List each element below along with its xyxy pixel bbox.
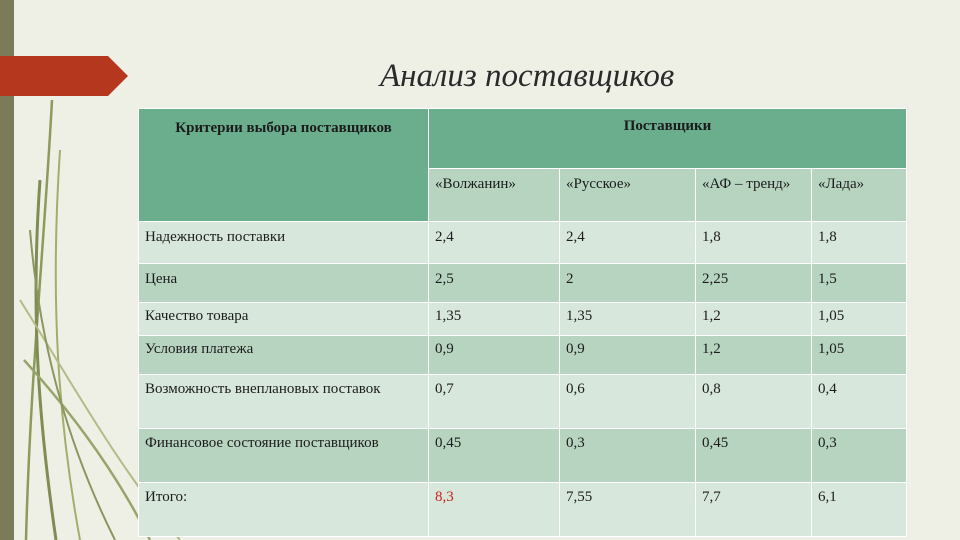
total-value: 6,1 [810, 482, 908, 537]
total-value: 7,7 [695, 482, 812, 537]
table-cell: 2 [559, 263, 696, 303]
criterion-label: Качество товара [138, 302, 429, 336]
table-cell: 1,05 [810, 335, 908, 375]
table-cell: 1,8 [810, 221, 908, 264]
table-row: Цена 2,5 2 2,25 1,5 [138, 263, 908, 303]
table-cell: 2,5 [428, 263, 560, 303]
table-cell: 2,4 [559, 221, 696, 264]
table-cell: 1,5 [810, 263, 908, 303]
table-cell: 1,35 [428, 302, 560, 336]
supplier-name: «Лада» [810, 167, 908, 223]
left-edge-strip [0, 0, 14, 540]
table-cell: 0,9 [428, 335, 560, 375]
criterion-label: Цена [138, 263, 429, 303]
table-row: Возможность внеплановых поставок 0,7 0,6… [138, 374, 908, 429]
table-cell: 1,2 [695, 302, 812, 336]
suppliers-header: Поставщики [427, 108, 908, 169]
supplier-name: «АФ – тренд» [695, 167, 812, 223]
criterion-label: Условия платежа [138, 335, 429, 375]
accent-arrow-shape [0, 56, 128, 96]
table-cell: 0,4 [810, 374, 908, 429]
criterion-label: Надежность поставки [138, 221, 429, 264]
supplier-name: «Волжанин» [428, 167, 560, 223]
total-label: Итого: [138, 482, 429, 537]
table-cell: 2,25 [695, 263, 812, 303]
supplier-name: «Русское» [559, 167, 696, 223]
total-row: Итого: 8,3 7,55 7,7 6,1 [138, 482, 908, 537]
criteria-header: Критерии выбора поставщиков [138, 108, 429, 222]
table-cell: 0,3 [810, 428, 908, 483]
table-row: Условия платежа 0,9 0,9 1,2 1,05 [138, 335, 908, 375]
table-cell: 0,8 [695, 374, 812, 429]
slide-title: Анализ поставщиков [380, 58, 675, 94]
table-cell: 1,35 [559, 302, 696, 336]
table-cell: 0,3 [559, 428, 696, 483]
table-header-row: Критерии выбора поставщиков Поставщики [138, 108, 908, 222]
table-cell: 0,6 [559, 374, 696, 429]
decorative-grass-lines [19, 99, 181, 540]
table-cell: 1,2 [695, 335, 812, 375]
table-row: Качество товара 1,35 1,35 1,2 1,05 [138, 302, 908, 336]
table-cell: 0,45 [428, 428, 560, 483]
table-cell: 1,8 [695, 221, 812, 264]
criterion-label: Возможность внеплановых поставок [138, 374, 429, 429]
total-value: 7,55 [559, 482, 696, 537]
suppliers-table: Критерии выбора поставщиков Поставщики «… [138, 108, 908, 537]
table-cell: 1,05 [810, 302, 908, 336]
total-value-highlighted: 8,3 [428, 482, 560, 537]
table-row: Надежность поставки 2,4 2,4 1,8 1,8 [138, 221, 908, 264]
table-cell: 0,7 [428, 374, 560, 429]
table-cell: 0,45 [695, 428, 812, 483]
table-cell: 2,4 [428, 221, 560, 264]
table-row: Финансовое состояние поставщиков 0,45 0,… [138, 428, 908, 483]
table-cell: 0,9 [559, 335, 696, 375]
criterion-label: Финансовое состояние поставщиков [138, 428, 429, 483]
